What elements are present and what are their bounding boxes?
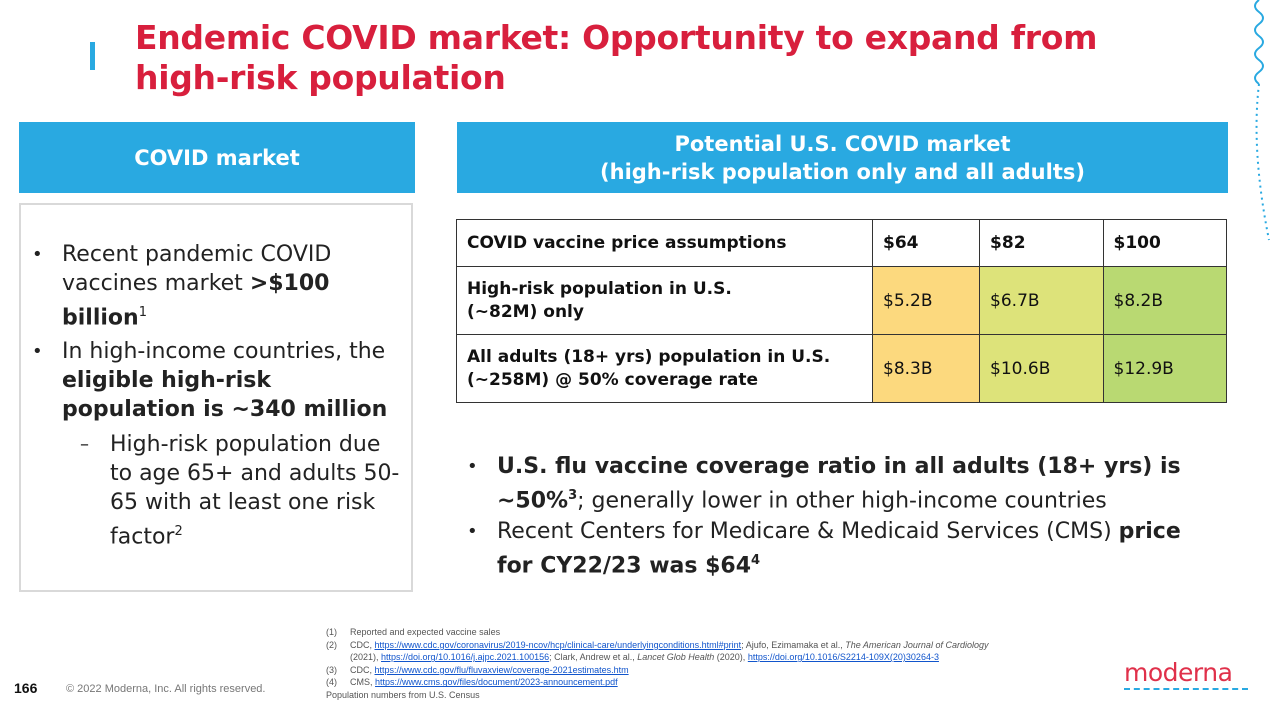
footnote-2: (2) CDC, https://www.cdc.gov/coronavirus/… (326, 639, 989, 650)
bullet-dot: • (32, 341, 43, 362)
bullet-cms-price: • Recent Centers for Medicare & Medicaid… (467, 519, 1181, 579)
covid-market-panel (19, 203, 413, 592)
row-label: High-risk population in U.S. (~82M) only (456, 266, 873, 335)
footnote-link[interactable]: https://doi.org/10.1016/j.ajpc.2021.1001… (381, 652, 550, 663)
moderna-logo: moderna (1124, 658, 1233, 687)
footnote-4: (4) CMS, https://www.cms.gov/files/docume… (326, 677, 618, 688)
bullet-dot: • (467, 456, 478, 477)
table-header-row: COVID vaccine price assumptions $64 $82 … (456, 219, 1227, 267)
row-label: All adults (18+ yrs) population in U.S. … (456, 334, 873, 403)
footnotes: (1) Reported and expected vaccine sales (… (326, 626, 1086, 702)
footnote-link[interactable]: https://doi.org/10.1016/S2214-109X(20)30… (747, 652, 939, 663)
table-cell: $10.6B (979, 334, 1104, 403)
footnote-link[interactable]: https://www.cdc.gov/flu/fluvaxview/cover… (374, 664, 629, 675)
table-header-cell: $82 (979, 219, 1104, 267)
us-market-header: Potential U.S. COVID market (high-risk p… (457, 122, 1228, 193)
table-cell: $5.2B (871, 266, 981, 335)
table-row: All adults (18+ yrs) population in U.S. … (456, 334, 1227, 403)
sub-bullet-dash: – (80, 434, 89, 455)
bullet-dot: • (32, 244, 43, 265)
us-market-header-line1: Potential U.S. COVID market (674, 131, 1011, 156)
footnote-link[interactable]: https://www.cdc.gov/coronavirus/2019-nco… (374, 639, 742, 650)
copyright-notice: © 2022 Moderna, Inc. All rights reserved… (66, 683, 266, 695)
table-header-cell: $100 (1102, 219, 1227, 267)
us-market-header-line2: (high-risk population only and all adult… (600, 159, 1085, 184)
decorative-wave-line (1254, 0, 1270, 241)
page-title: Endemic COVID market: Opportunity to exp… (135, 18, 1098, 97)
bullet-dot: • (467, 521, 478, 542)
footnote-census: Population numbers from U.S. Census (326, 689, 480, 700)
footnote-3: (3) CDC, https://www.cdc.gov/flu/fluvaxvi… (326, 664, 629, 675)
bullet-pandemic-market: • Recent pandemic COVID vaccines market … (32, 242, 332, 331)
footnote-link[interactable]: https://www.cms.gov/files/document/2023-… (375, 677, 618, 688)
bullet-flu-coverage: • U.S. flu vaccine coverage ratio in all… (467, 454, 1181, 514)
table-cell: $12.9B (1102, 334, 1227, 403)
footnote-2-continued: (2021), https://doi.org/10.1016/j.ajpc.2… (350, 652, 939, 663)
covid-market-header: COVID market (19, 122, 415, 193)
table-cell: $8.2B (1102, 266, 1227, 335)
table-cell: $6.7B (979, 266, 1104, 335)
footnote-1: (1) Reported and expected vaccine sales (326, 627, 501, 637)
table-row: High-risk population in U.S. (~82M) only… (456, 266, 1227, 335)
title-accent-bar (90, 42, 95, 70)
covid-market-header-label: COVID market (134, 145, 300, 170)
table-header-cell: $64 (871, 219, 981, 267)
logo-underline (1124, 688, 1248, 690)
table-cell: $8.3B (871, 334, 981, 403)
page-number: 166 (14, 680, 38, 696)
market-size-table: COVID vaccine price assumptions $64 $82 … (456, 219, 1227, 403)
bullet-high-risk-population: • In high-income countries, the eligible… (32, 339, 388, 422)
table-header-cell: COVID vaccine price assumptions (456, 219, 873, 267)
sub-bullet-risk-factors: – High-risk population due to age 65+ an… (80, 432, 400, 550)
